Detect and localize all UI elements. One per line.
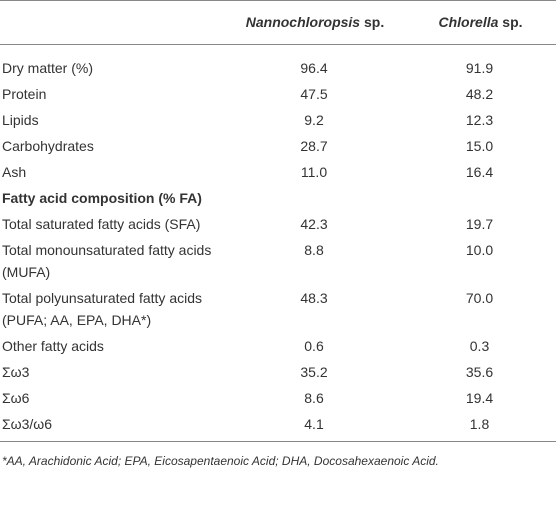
value-cell: 96.4 (300, 60, 328, 76)
row-label: Total saturated fatty acids (SFA) (2, 216, 201, 232)
row-label: Σω3 (2, 364, 30, 380)
header-cell (0, 0, 225, 45)
row-label: Lipids (2, 112, 39, 128)
value-cell: 8.8 (304, 242, 324, 258)
table-row: Ash 11.0 16.4 (0, 159, 556, 185)
row-label: Dry matter (%) (2, 60, 93, 76)
table-row: Σω6 8.6 19.4 (0, 385, 556, 411)
value-cell: 47.5 (300, 86, 328, 102)
header-cell: Nannochloropsis sp. (225, 0, 405, 45)
section-row: Fatty acid composition (% FA) (0, 185, 556, 211)
value-cell: 28.7 (300, 138, 328, 154)
value-cell: 35.2 (300, 364, 328, 380)
row-label: Ash (2, 164, 27, 180)
table-row: Σω3/ω6 4.1 1.8 (0, 411, 556, 442)
value-cell: 35.6 (465, 364, 494, 380)
table-row: Total saturated fatty acids (SFA) 42.3 19.… (0, 211, 556, 237)
value-cell: 16.4 (465, 164, 494, 180)
table-row: Σω3 35.2 35.6 (0, 359, 556, 385)
species-suffix: sp. (502, 14, 523, 30)
value-cell: 8.6 (304, 390, 324, 406)
section-heading: Fatty acid composition (% FA) (2, 190, 202, 206)
value-cell: 15.0 (465, 138, 494, 154)
row-label: Σω6 (2, 390, 30, 406)
row-label: Total monounsaturated fatty acids (MUFA) (2, 242, 212, 280)
species-name: Nannochloropsis (245, 14, 361, 30)
value-cell: 0.3 (469, 338, 490, 354)
table-row: Other fatty acids 0.6 0.3 (0, 333, 556, 359)
value-cell: 12.3 (465, 112, 494, 128)
table-row: Total monounsaturated fatty acids (MUFA)… (0, 237, 556, 285)
value-cell: 4.1 (225, 411, 405, 442)
value-cell: 19.7 (465, 216, 494, 232)
value-cell: 42.3 (300, 216, 328, 232)
data-table: Nannochloropsis sp. Chlorella sp. Dry ma… (0, 0, 556, 442)
value-cell: 0.6 (304, 338, 324, 354)
row-label: Carbohydrates (2, 138, 94, 154)
value-cell: 19.4 (465, 390, 494, 406)
value-cell: 11.0 (300, 164, 328, 180)
value-cell: 9.2 (304, 112, 324, 128)
value-cell: 1.8 (405, 411, 556, 442)
value-cell: 91.9 (465, 60, 494, 76)
value-cell: 10.0 (465, 242, 494, 258)
header-row: Nannochloropsis sp. Chlorella sp. (0, 0, 556, 45)
row-label: Protein (2, 86, 47, 102)
table-row: Dry matter (%) 96.4 91.9 (0, 45, 556, 82)
header-cell: Chlorella sp. (405, 0, 556, 45)
row-label: Σω3/ω6 (0, 411, 225, 442)
table-row: Total polyunsaturated fatty acids (PUFA;… (0, 285, 556, 333)
table-row: Carbohydrates 28.7 15.0 (0, 133, 556, 159)
row-label: Total polyunsaturated fatty acids (PUFA;… (2, 290, 203, 328)
table-body: Dry matter (%) 96.4 91.9 Protein 47.5 48.2 Lip… (0, 45, 556, 442)
value-cell: 48.2 (465, 86, 494, 102)
table-row: Lipids 9.2 12.3 (0, 107, 556, 133)
table-row: Protein 47.5 48.2 (0, 81, 556, 107)
table-header: Nannochloropsis sp. Chlorella sp. (0, 0, 556, 45)
value-cell: 70.0 (465, 290, 494, 306)
value-cell: 48.3 (300, 290, 328, 306)
row-label: Other fatty acids (2, 338, 104, 354)
footnote: *AA, Arachidonic Acid; EPA, Eicosapentae… (2, 454, 439, 468)
species-name: Chlorella (438, 14, 499, 30)
species-suffix: sp. (364, 14, 385, 30)
